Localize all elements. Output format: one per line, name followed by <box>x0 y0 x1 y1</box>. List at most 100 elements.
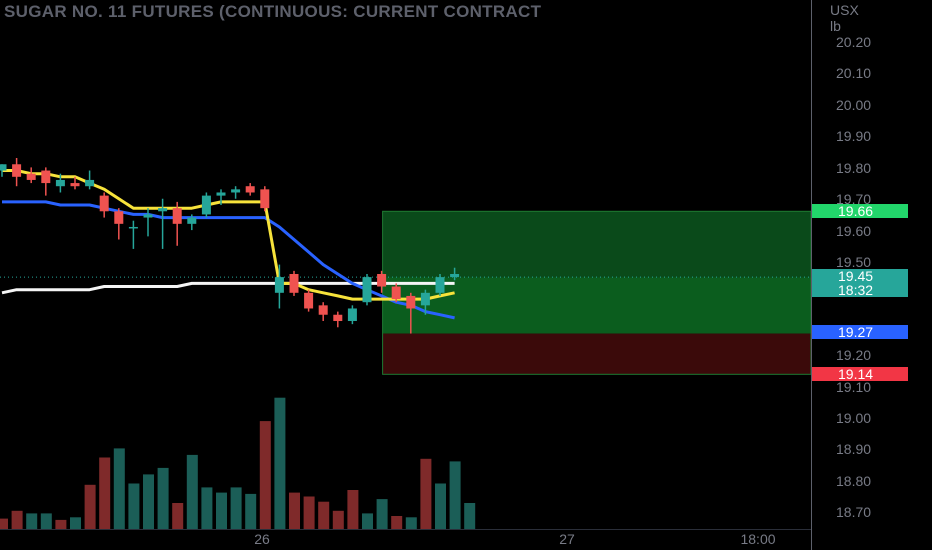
volume-bar <box>99 457 111 529</box>
volume-bar <box>128 483 140 529</box>
time-tick: 26 <box>254 531 270 547</box>
position-border <box>382 210 811 375</box>
target-price-tag: 19.66 <box>812 204 908 218</box>
candle-body <box>274 277 284 293</box>
volume-bar <box>420 458 432 529</box>
unit-label-bottom: lb <box>830 18 841 34</box>
price-tick: 20.20 <box>836 34 872 50</box>
price-tick: 19.80 <box>836 160 872 176</box>
price-tick: 18.90 <box>836 441 872 457</box>
volume-bar <box>303 496 315 529</box>
candle-body <box>70 183 80 187</box>
volume-bar <box>230 487 242 529</box>
price-tick: 19.00 <box>836 410 872 426</box>
candle-body <box>289 273 299 293</box>
candle-body <box>55 179 65 187</box>
volume-bar <box>55 519 67 529</box>
candle-body <box>377 273 387 287</box>
candle-body <box>420 292 430 306</box>
volume-bar <box>186 454 198 529</box>
price-tick: 18.70 <box>836 504 872 520</box>
volume-bar <box>391 516 403 529</box>
volume-bar <box>289 492 300 529</box>
candle-body <box>362 277 372 303</box>
candle-body <box>260 189 270 209</box>
last-price-value: 19.45 <box>838 268 874 284</box>
volume-bar <box>11 510 23 529</box>
candle-body <box>245 186 255 193</box>
volume-bar <box>347 490 359 529</box>
price-tick: 20.10 <box>836 65 872 81</box>
candle-body <box>231 189 241 193</box>
volume-bar <box>259 421 271 529</box>
candle-body <box>99 195 109 212</box>
time-tick: 27 <box>559 531 575 547</box>
volume-bar <box>362 513 373 529</box>
price-chart[interactable] <box>0 0 811 550</box>
stop-price-tag: 19.14 <box>812 367 908 381</box>
volume-bar <box>274 397 286 529</box>
price-tick: 19.70 <box>836 191 872 207</box>
candle-body <box>158 208 168 212</box>
candle-body <box>187 217 197 224</box>
volume-bar <box>318 501 330 529</box>
last-price-tag: 19.45 18:32 <box>812 269 908 297</box>
candle-body <box>435 277 445 293</box>
volume-bar <box>157 467 169 529</box>
volume-bar <box>84 484 96 529</box>
profit-zone <box>382 277 811 334</box>
candle-body <box>333 314 343 322</box>
time-axis-border <box>0 529 811 530</box>
candle-body <box>41 170 51 184</box>
moving-average-tag: 19.27 <box>812 325 908 339</box>
price-tick: 19.50 <box>836 254 872 270</box>
candle-body <box>0 164 7 171</box>
volume-bar <box>435 483 446 529</box>
loss-zone <box>382 333 811 375</box>
candle-body <box>391 286 401 300</box>
volume-bar <box>26 513 38 529</box>
price-tick: 20.00 <box>836 97 872 113</box>
volume-bar <box>70 517 81 529</box>
candle-body <box>201 195 211 215</box>
candle-body <box>26 173 36 180</box>
volume-bar <box>40 513 52 529</box>
candle-body <box>12 164 22 177</box>
candle-body <box>450 273 460 278</box>
candle-body <box>318 305 328 315</box>
fast-moving-average-line <box>2 169 455 301</box>
price-tick: 19.10 <box>836 379 872 395</box>
symbol-title: SUGAR NO. 11 FUTURES (CONTINUOUS: CURREN… <box>4 2 542 21</box>
candle-body <box>406 295 416 309</box>
time-tick: 18:00 <box>740 531 776 547</box>
price-tick: 19.60 <box>836 223 872 239</box>
volume-bar <box>376 499 388 529</box>
volume-bar <box>201 487 213 529</box>
price-tick: 18.80 <box>836 473 872 489</box>
countdown-timer: 18:32 <box>838 282 874 298</box>
volume-bar <box>245 493 257 529</box>
volume-bar <box>216 492 227 529</box>
profit-zone-upper <box>382 211 811 278</box>
candle-body <box>172 208 182 224</box>
volume-bar <box>172 503 184 529</box>
candle-body <box>128 226 138 229</box>
candle-body <box>85 179 95 187</box>
candle-body <box>304 292 314 309</box>
volume-bar <box>332 510 344 529</box>
volume-bar <box>449 461 461 529</box>
volume-bar <box>464 503 476 529</box>
candle-body <box>347 308 357 322</box>
price-tick: 19.90 <box>836 128 872 144</box>
volume-bar <box>405 517 417 529</box>
volume-bar <box>0 518 8 529</box>
candle-body <box>216 192 226 196</box>
volume-bar <box>113 448 125 529</box>
unit-label-top: USX <box>830 2 859 18</box>
candle-body <box>143 214 153 218</box>
price-axis-border <box>811 0 812 550</box>
candle-body <box>114 211 124 224</box>
mid-moving-average-line <box>2 200 455 320</box>
price-tick: 19.20 <box>836 347 872 363</box>
volume-bar <box>143 474 154 529</box>
